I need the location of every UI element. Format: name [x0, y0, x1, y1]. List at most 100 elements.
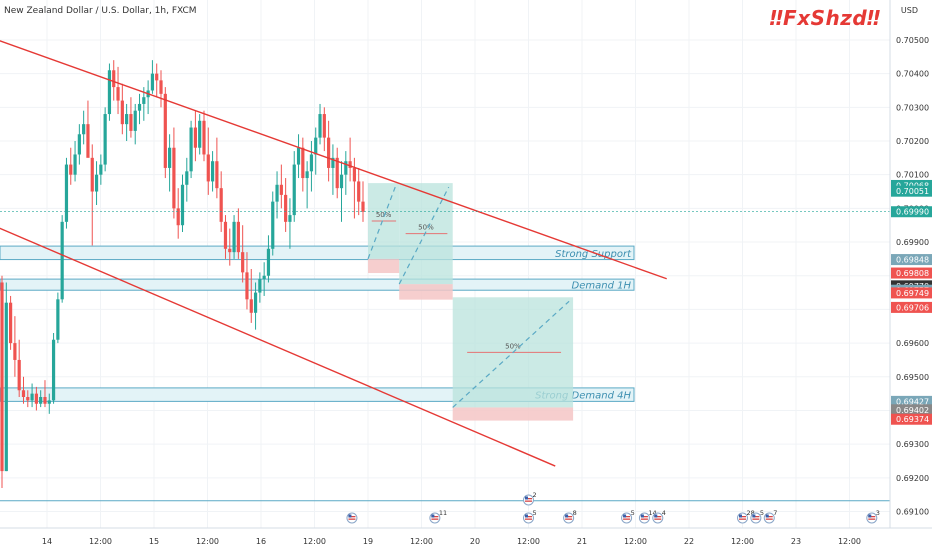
candle-body [193, 127, 197, 148]
flag-stripe [654, 516, 662, 518]
candle-body [129, 114, 133, 131]
price-label: 0.69749 [896, 289, 929, 298]
zone-label: Demand 1H [572, 281, 632, 292]
flag-canton [348, 514, 352, 518]
candle-body [344, 161, 348, 175]
candle-body [69, 164, 73, 175]
flag-canton [868, 514, 872, 518]
candle-body [284, 194, 288, 222]
candle-body [64, 164, 69, 222]
time-tick-label: 16 [256, 537, 266, 546]
event-badge: 28 [747, 509, 755, 517]
event-flag-icon[interactable] [638, 512, 650, 524]
price-tick-label: 0.69500 [896, 373, 929, 382]
candles [0, 60, 365, 488]
candle-body [266, 248, 271, 276]
event-badge: 7 [773, 509, 777, 517]
projection-label: 50% [418, 224, 434, 232]
projection-label: 50% [505, 342, 521, 350]
flag-canton [654, 514, 658, 518]
flag-canton [565, 514, 569, 518]
price-tick-label: 0.69600 [896, 339, 929, 348]
flag-stripe [348, 516, 356, 518]
event-badge: 4 [662, 509, 666, 517]
candle-body [296, 147, 301, 165]
price-tick-label: 0.69100 [896, 508, 929, 517]
event-flag-icon[interactable] [750, 512, 762, 524]
flag-stripe [739, 518, 746, 520]
price-tick-label: 0.70400 [896, 70, 929, 79]
zone-0 [0, 245, 635, 261]
event-flag-icon[interactable] [346, 512, 358, 524]
event-badge: 11 [439, 509, 447, 517]
time-tick-label: 12:00 [731, 537, 754, 546]
candle-body [34, 393, 38, 404]
zone-label: Strong Support [555, 249, 632, 260]
event-flag-icon[interactable] [866, 512, 878, 524]
candle-body [357, 181, 361, 202]
candle-body [322, 114, 326, 138]
event-flag-icon[interactable] [563, 512, 575, 524]
candle-body [90, 157, 94, 192]
event-flag-icon[interactable] [737, 512, 748, 524]
event-flag-icon[interactable] [621, 512, 633, 524]
event-badge: 8 [573, 509, 577, 517]
price-label: 0.69848 [896, 256, 929, 265]
candle-body [292, 164, 296, 216]
price-label: 0.70051 [896, 187, 929, 196]
event-flag-icon[interactable] [763, 512, 775, 524]
candle-body [4, 302, 8, 472]
event-flag-icon[interactable] [523, 512, 534, 524]
price-tick-label: 0.70100 [896, 171, 929, 180]
candle-body [245, 272, 249, 300]
candle-body [107, 70, 112, 115]
event-badge: 14 [648, 509, 656, 517]
projection-stop-2 [452, 407, 574, 421]
flag-stripe [654, 518, 662, 520]
flag-stripe [525, 518, 532, 520]
candle-body [279, 184, 283, 195]
candle-body [228, 248, 232, 253]
candle-body [30, 393, 34, 401]
event-flag-icon[interactable] [523, 494, 534, 506]
time-tick-label: 19 [363, 537, 373, 546]
flag-stripe [640, 516, 648, 518]
candle-body [271, 201, 275, 249]
flag-canton [765, 514, 769, 518]
time-tick-label: 20 [470, 537, 480, 546]
candle-body [99, 164, 103, 175]
event-flag-icon[interactable] [429, 512, 441, 524]
event-badge: 2 [533, 491, 537, 499]
candle-body [361, 201, 365, 212]
candle-body [275, 184, 279, 202]
candle-body [262, 275, 266, 280]
flag-stripe [431, 518, 439, 520]
projection-stop-1 [399, 284, 453, 300]
event-badge: 3 [876, 509, 880, 517]
candle-body [60, 221, 64, 300]
candle-body [339, 174, 344, 189]
candle-body [116, 87, 120, 101]
time-tick-label: 22 [684, 537, 694, 546]
time-tick-label: 14 [42, 537, 52, 546]
candle-body [47, 400, 51, 404]
price-label-bg [891, 267, 932, 279]
candle-body [0, 282, 4, 472]
symbol-title: New Zealand Dollar / U.S. Dollar, 1h, FX… [4, 6, 197, 16]
price-label-bg [891, 179, 932, 191]
candle-body [73, 154, 77, 175]
projection-label: 50% [376, 211, 392, 219]
price-label: 0.69990 [896, 208, 929, 217]
candle-body [180, 184, 185, 226]
event-flag-icon[interactable] [652, 512, 664, 524]
candle-body [206, 154, 210, 182]
flag-stripe [640, 518, 648, 520]
candle-body [331, 157, 335, 168]
candle-body [13, 343, 17, 360]
time-tick-label: 12:00 [303, 537, 326, 546]
candle-body [172, 147, 176, 209]
price-label-bg [891, 254, 932, 266]
candle-body [189, 127, 193, 172]
candle-body [56, 299, 60, 340]
